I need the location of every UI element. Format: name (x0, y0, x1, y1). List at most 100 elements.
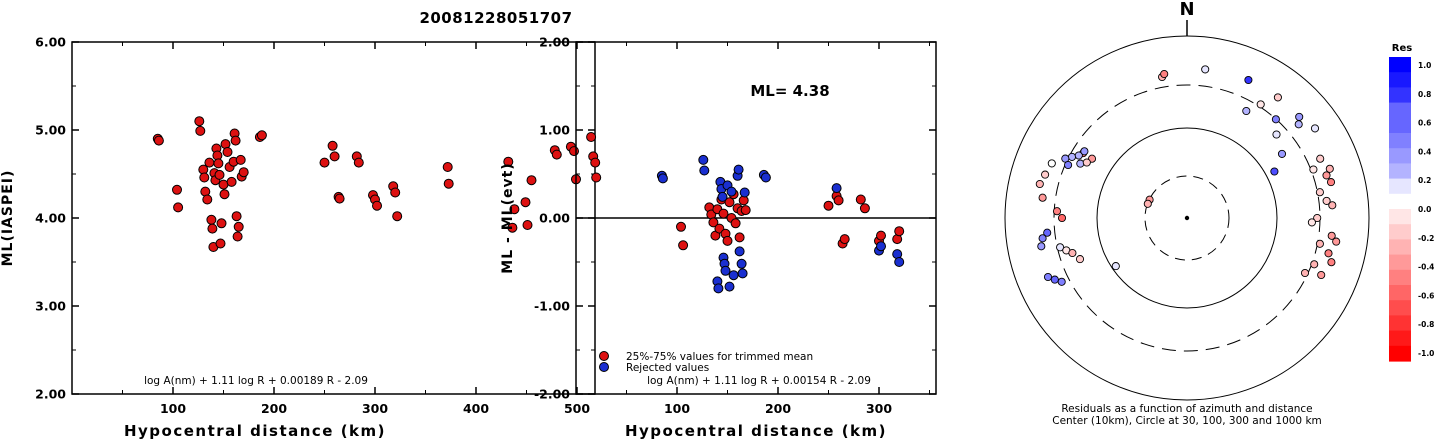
x-axis-label: Hypocentral distance (km) (124, 422, 386, 440)
data-point (390, 187, 401, 198)
residual-point (1143, 199, 1152, 208)
colorbar-title: Res (1392, 43, 1412, 54)
data-point (526, 175, 537, 186)
data-point (894, 257, 905, 267)
data-point (226, 176, 237, 187)
colorbar-swatch (1389, 330, 1411, 347)
data-point (199, 172, 210, 183)
colorbar-tick-label: -0.4 (1418, 263, 1434, 272)
data-point (392, 211, 403, 222)
residual-point (1043, 228, 1052, 237)
colorbar-swatch (1389, 87, 1411, 104)
data-point (329, 151, 340, 162)
colorbar-swatch (1389, 224, 1411, 240)
residual-point (1057, 277, 1066, 286)
x-tick-label: 300 (866, 401, 892, 416)
x-tick-label: 300 (362, 401, 388, 416)
figure-title: 20081228051707 (419, 9, 572, 27)
residual-point (1322, 171, 1331, 180)
residual-point (1316, 154, 1325, 163)
data-point (699, 165, 710, 176)
residual-point (1327, 258, 1336, 267)
data-point (334, 193, 345, 204)
colorbar: Res 1.0 0.8 0.6 0.4 0.2 0.0 -0.2 -0.4 -0.6 -0.8 -1… (1389, 43, 1434, 362)
colorbar-swatch (1389, 209, 1411, 225)
data-point (509, 204, 520, 215)
data-point (717, 191, 728, 202)
x-tick-label: 200 (765, 401, 791, 416)
data-point (734, 246, 745, 257)
residual-point (1242, 106, 1251, 116)
y-tick-labels: 2.00 3.00 4.00 5.00 6.00 (35, 35, 66, 402)
data-point (569, 146, 579, 157)
data-point (724, 281, 735, 292)
data-point (202, 194, 213, 205)
residual-point (1295, 112, 1304, 121)
residual-point (1315, 188, 1324, 197)
residual-point (1322, 196, 1331, 205)
data-point (739, 187, 750, 198)
residual-point (1332, 237, 1341, 246)
epicenter-dot (1184, 215, 1190, 221)
data-point (760, 172, 771, 183)
colorbar-swatch (1389, 345, 1411, 362)
legend-label-rejected: Rejected values (626, 362, 709, 374)
data-point (256, 130, 267, 141)
residual-point (1201, 65, 1210, 74)
x-tick-label: 200 (261, 401, 287, 416)
y-tick-label: 2.00 (35, 387, 66, 402)
data-point (708, 217, 719, 228)
residual-point (1075, 255, 1085, 264)
residual-point (1317, 270, 1326, 280)
residual-point (1300, 268, 1310, 278)
data-point (737, 268, 748, 279)
data-point (172, 184, 182, 195)
colorbar-swatch (1389, 57, 1411, 73)
legend-marker-rejected (599, 362, 609, 372)
residual-point (1272, 130, 1281, 139)
y-tick-labels: -2.00 -1.00 0.00 1.00 2.00 (534, 35, 570, 402)
residual-point (1273, 93, 1282, 102)
data-point (207, 223, 218, 234)
colorbar-swatch (1389, 239, 1411, 256)
colorbar-swatch (1389, 285, 1411, 301)
data-point (733, 164, 744, 175)
residual-point (1038, 234, 1047, 243)
colorbar-tick-label: 0.8 (1418, 90, 1431, 99)
residual-point (1325, 164, 1334, 173)
data-point (718, 208, 729, 219)
y-tick-label: -1.00 (534, 299, 570, 314)
y-tick-label: 6.00 (35, 35, 66, 50)
residual-point (1067, 152, 1077, 161)
data-point (443, 178, 454, 189)
residual-point (1035, 179, 1044, 189)
data-point (740, 205, 751, 216)
data-point (859, 203, 870, 214)
x-tick-label: 500 (564, 401, 590, 416)
data-point (676, 221, 686, 232)
caption-line-2: Center (10km), Circle at 30, 100, 300 an… (1052, 415, 1322, 427)
formula-label: log A(nm) + 1.11 log R + 0.00189 R - 2.0… (144, 375, 368, 387)
colorbar-swatches (1389, 57, 1411, 362)
caption-line-1: Residuals as a function of azimuth and d… (1061, 403, 1312, 415)
colorbar-swatch (1389, 178, 1411, 195)
data-point (442, 162, 453, 172)
data-point (726, 186, 737, 197)
y-tick-label: 1.00 (539, 123, 570, 138)
data-point (222, 147, 233, 157)
data-points (152, 116, 602, 252)
data-point (194, 116, 205, 127)
x-tick-label: 400 (463, 401, 489, 416)
data-point (728, 270, 739, 281)
colorbar-swatch (1389, 102, 1411, 119)
colorbar-swatch (1389, 72, 1411, 88)
colorbar-swatch (1389, 269, 1411, 286)
colorbar-tick-label: 1.0 (1418, 61, 1431, 70)
data-point (372, 200, 382, 211)
data-point (833, 195, 844, 206)
legend-marker-trimmed (599, 351, 609, 361)
data-point (894, 226, 905, 237)
residual-point (1294, 120, 1303, 129)
panel-ml-iaspei: 2.00 3.00 4.00 5.00 6.00 100 200 300 400 500 ML(… (0, 35, 602, 440)
colorbar-swatch (1389, 300, 1411, 316)
